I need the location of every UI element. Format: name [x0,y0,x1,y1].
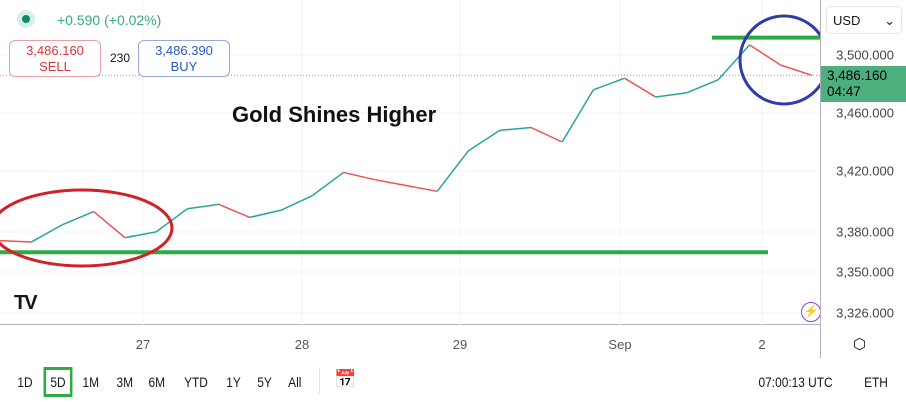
sell-label: SELL [39,59,71,74]
range-1m[interactable]: 1M [82,374,99,390]
chart-plot[interactable]: +0.590 (+0.02%) 3,486.160 SELL 230 3,486… [0,0,830,325]
annotation-title: Gold Shines Higher [232,102,437,127]
price-segment [218,203,251,219]
range-5y[interactable]: 5Y [257,374,272,390]
buy-price: 3,486.390 [155,43,213,58]
range-5d[interactable]: 5D [43,367,73,397]
buy-button[interactable]: 3,486.390 BUY [138,40,230,77]
range-ytd[interactable]: YTD [184,374,208,390]
price-segment [624,77,657,98]
current-price: 3,486.160 [827,68,888,83]
currency-label: USD [833,13,861,28]
settings-icon[interactable]: ⬡ [853,336,867,353]
highlight-ellipse [0,188,174,268]
price-segment [62,210,94,226]
lightning-icon[interactable]: ⚡ [801,302,821,322]
price-segment [468,129,501,152]
range-1y[interactable]: 1Y [226,374,241,390]
sell-price: 3,486.160 [26,43,84,58]
range-all[interactable]: All [288,374,302,390]
highlight-circle [738,14,830,106]
price-chart [0,0,830,325]
price-segment [780,64,813,77]
session[interactable]: ETH [864,374,888,390]
time-tick: 2 [758,337,766,352]
price-segment [593,77,625,91]
time-tick: 28 [294,337,310,352]
price-segment [686,78,719,94]
buy-label: BUY [170,59,198,74]
price-segment [249,209,282,219]
time-tick: 27 [135,337,151,352]
divider [319,368,320,394]
price-segment [93,211,126,239]
clock[interactable]: 07:00:13 UTC [758,374,833,390]
range-1d[interactable]: 1D [17,374,33,390]
range-3m[interactable]: 3M [116,374,133,390]
currency-select[interactable]: USD ⌄ [826,6,902,34]
bar-countdown: 04:47 [827,84,861,99]
price-segment [530,126,563,143]
price-segment [311,171,344,197]
current-price-label: 3,486.160 04:47 [821,66,906,102]
price-tick: 3,500.000 [836,47,894,63]
price-tick: 3,326.000 [836,305,894,321]
chevron-down-icon: ⌄ [884,13,895,28]
price-segment [30,223,63,243]
price-segment [343,171,375,181]
price-segment [436,150,470,192]
time-tick: 29 [452,337,468,352]
price-segment [499,126,531,132]
price-segment [187,203,219,210]
bottom-toolbar: 1D 5D 1M 3M 6M YTD 1Y 5Y All 📅 07:00:13 … [0,358,906,402]
price-segment [749,44,782,66]
range-6m[interactable]: 6M [148,374,165,390]
price-segment [717,44,751,81]
price-tick: 3,420.000 [836,163,894,179]
price-segment [124,231,157,239]
status-dot-icon [17,10,35,28]
price-tick: 3,350.000 [836,264,894,280]
price-segment [374,178,407,187]
price-tick: 3,380.000 [836,224,894,240]
tradingview-logo: TV [14,292,38,314]
price-segment [280,194,313,211]
spread: 230 [110,51,131,65]
price-segment [0,239,32,243]
time-tick: Sep [608,337,632,352]
price-segment [561,89,595,143]
sell-button[interactable]: 3,486.160 SELL [9,40,101,77]
price-segment [655,91,688,98]
price-change: +0.590 (+0.02%) [57,12,162,28]
price-segment [405,184,438,193]
price-axis[interactable]: USD ⌄ 3,500.000 3,460.000 3,420.000 3,380… [820,0,906,358]
go-to-date-icon[interactable]: 📅 [334,369,357,389]
price-tick: 3,460.000 [836,105,894,121]
